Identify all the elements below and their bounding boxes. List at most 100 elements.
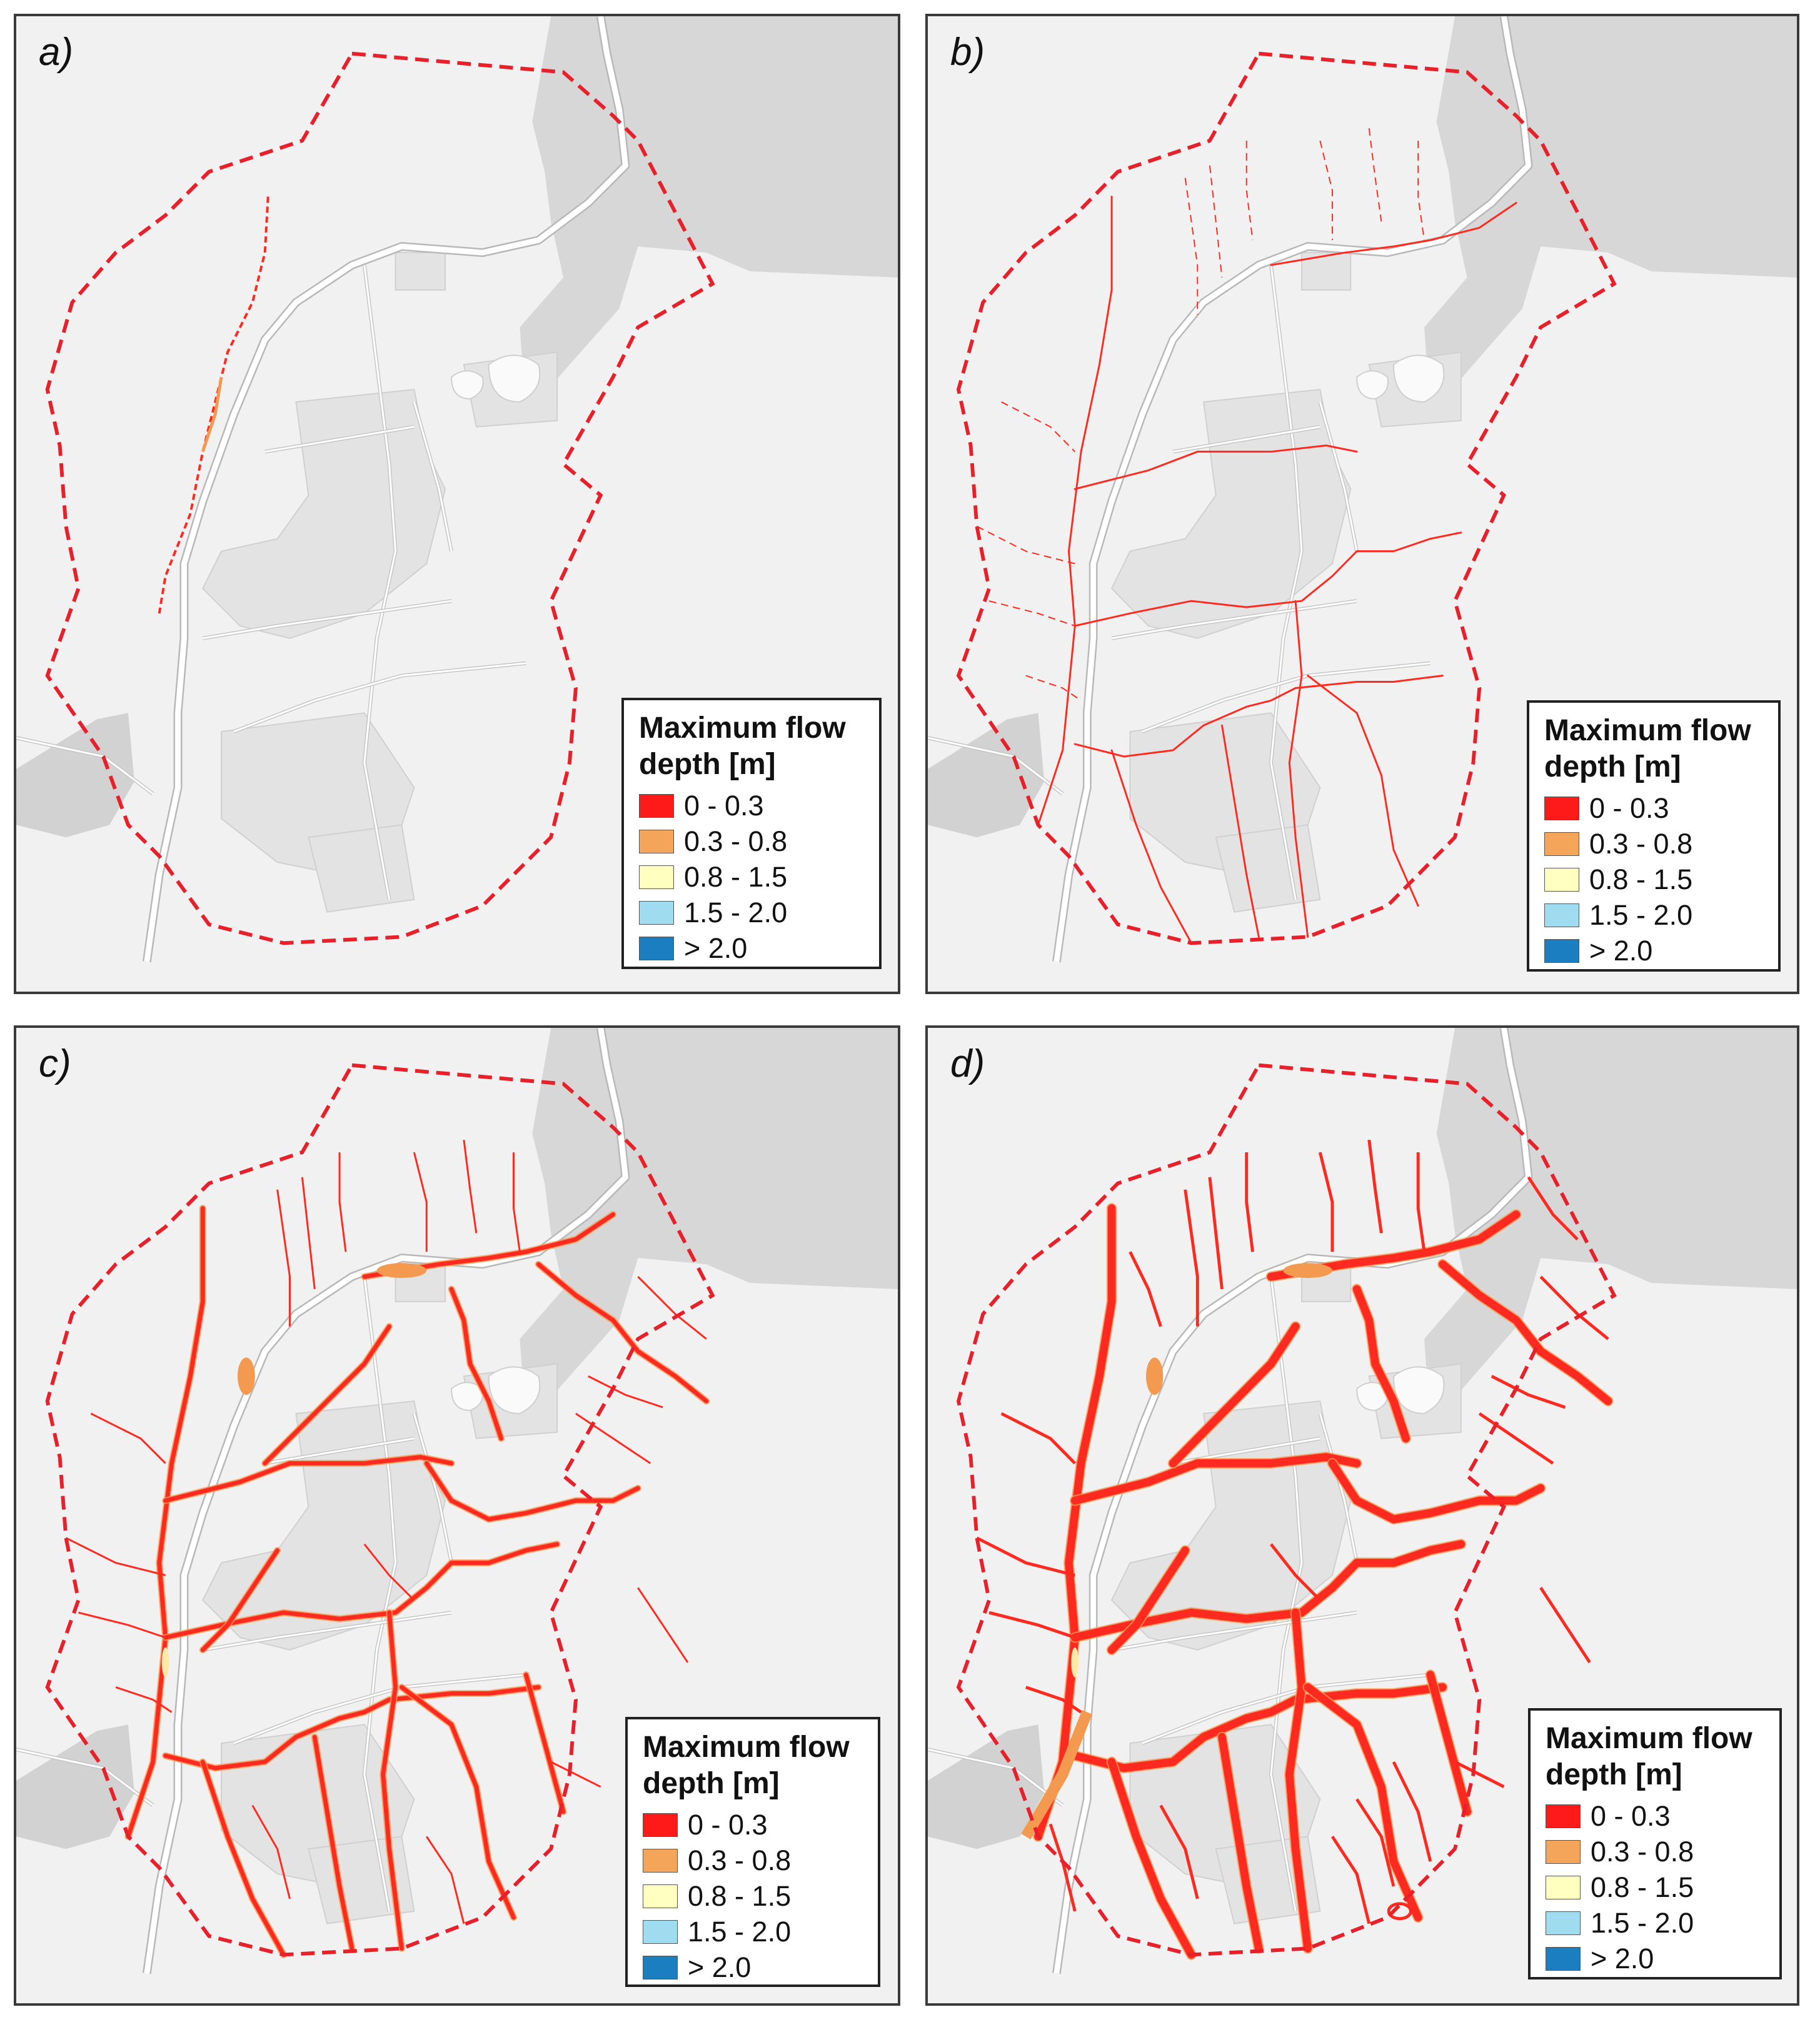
facility-area xyxy=(1356,370,1389,400)
legend-a: Maximum flow depth [m] 0 - 0.3 0.3 - 0.8 0… xyxy=(621,698,882,969)
legend-label: 0 - 0.3 xyxy=(684,789,764,822)
flow-depth-pool xyxy=(1145,1357,1164,1395)
local-road xyxy=(413,1413,453,1563)
legend-swatch xyxy=(643,1884,678,1908)
flow-depth-path xyxy=(1328,1459,1545,1524)
legend-swatch xyxy=(1544,832,1579,856)
legend-swatch xyxy=(643,1955,678,1979)
flow-depth-pool xyxy=(1387,1902,1412,1921)
flow-depth-path xyxy=(1070,1540,1466,1642)
flow-depth-path xyxy=(1416,1152,1426,1252)
flow-depth-path xyxy=(512,1152,521,1252)
flow-depth-path xyxy=(637,1587,689,1663)
legend-swatch xyxy=(1546,1875,1581,1899)
local-road xyxy=(264,426,415,453)
flow-depth-path xyxy=(1001,401,1075,453)
flow-depth-path xyxy=(1478,1412,1554,1465)
map-panel-c: c) Maximum flow depth [m] 0 - 0.3 0.3 - 0… xyxy=(14,1025,900,2006)
flow-depth-path xyxy=(426,1836,465,1924)
flow-depth-path xyxy=(1285,1608,1312,1953)
flow-depth-path xyxy=(276,1189,291,1327)
flow-depth-pool xyxy=(1071,1647,1079,1677)
map-a xyxy=(16,16,898,992)
main-road xyxy=(144,1028,628,1974)
flow-depth-path xyxy=(1539,1275,1609,1340)
legend-label: 1.5 - 2.0 xyxy=(684,896,788,928)
legend-item: 0 - 0.3 xyxy=(643,1807,863,1843)
flow-depth-path xyxy=(1218,1733,1263,1953)
legend-label: 1.5 - 2.0 xyxy=(1589,898,1693,931)
catchment-boundary xyxy=(45,51,715,945)
flow-depth-path xyxy=(158,196,269,614)
legend-swatch xyxy=(1546,1946,1581,1971)
forest-area xyxy=(16,713,134,838)
flow-depth-path xyxy=(575,1412,651,1464)
flow-depth-path xyxy=(1000,1412,1076,1465)
flow-depth-path xyxy=(1454,1760,1505,1789)
legend-items: 0 - 0.3 0.3 - 0.8 0.8 - 1.5 1.5 - 2.0 > 2.0 xyxy=(643,1807,863,1985)
flow-depth-path xyxy=(463,1139,478,1234)
flow-depth-path xyxy=(251,1804,291,1899)
legend-label: 0.8 - 1.5 xyxy=(1591,1871,1694,1903)
flow-depth-path xyxy=(1073,531,1462,627)
legend-swatch xyxy=(1544,903,1579,927)
flow-depth-path xyxy=(200,1548,280,1652)
legend-label: 0.3 - 0.8 xyxy=(684,825,788,857)
flow-depth-path xyxy=(1025,1686,1082,1714)
flow-depth-path xyxy=(126,1206,205,1839)
flow-depth-path xyxy=(1270,1543,1322,1602)
flow-depth-path xyxy=(312,1734,354,1951)
flow-depth-path xyxy=(1417,140,1425,241)
catchment-boundary xyxy=(45,1063,715,1957)
legend-item: > 2.0 xyxy=(639,930,864,966)
built-up-area xyxy=(1215,824,1321,913)
local-road xyxy=(203,600,452,640)
legend-label: 1.5 - 2.0 xyxy=(1591,1906,1694,1939)
flow-depth-path xyxy=(1184,1189,1199,1327)
flow-depth-path xyxy=(1288,600,1309,938)
map-panel-b: b) Maximum flow depth [m] 0 - 0.3 0.3 - 0… xyxy=(925,14,1799,994)
flow-depth-path xyxy=(1107,1546,1190,1654)
facility-area xyxy=(1393,355,1445,403)
flow-depth-path xyxy=(1352,1285,1410,1443)
local-road xyxy=(1172,426,1320,453)
flow-depth-path xyxy=(1107,1758,1195,1959)
flow-depth-path xyxy=(1025,675,1082,702)
flow-depth-path xyxy=(90,1412,166,1464)
legend-title: Maximum flow depth [m] xyxy=(639,712,846,781)
built-up-area xyxy=(395,252,446,291)
legend-label: 0 - 0.3 xyxy=(1591,1799,1671,1832)
flow-depth-path xyxy=(424,1461,640,1522)
facility-area xyxy=(1393,1366,1445,1414)
panel-label-b: b) xyxy=(950,31,985,74)
legend-label: 0 - 0.3 xyxy=(1589,792,1669,824)
legend-label: 0.3 - 0.8 xyxy=(1589,827,1693,860)
panel-label-a: a) xyxy=(39,31,74,74)
flow-depth-path xyxy=(363,1543,415,1601)
local-road xyxy=(1319,1413,1358,1563)
flow-depth-path xyxy=(1270,201,1517,266)
legend-item: > 2.0 xyxy=(1546,1941,1764,1976)
flow-depth-path xyxy=(413,1152,428,1252)
flow-depth-path xyxy=(1426,1671,1471,1816)
flow-depth-path xyxy=(1318,1152,1334,1252)
legend-swatch xyxy=(643,1848,678,1873)
flow-depth-path xyxy=(1073,675,1444,758)
flow-depth-path xyxy=(201,376,223,453)
flow-depth-path xyxy=(163,1542,560,1640)
flow-depth-path xyxy=(550,1761,601,1788)
local-road xyxy=(264,1437,415,1464)
catchment-boundary xyxy=(956,51,1617,945)
legend-item: 0.8 - 1.5 xyxy=(1546,1869,1764,1905)
legend-items: 0 - 0.3 0.3 - 0.8 0.8 - 1.5 1.5 - 2.0 > 2.0 xyxy=(639,788,864,966)
legend-title: Maximum flow depth [m] xyxy=(1546,1722,1752,1791)
legend-item: 1.5 - 2.0 xyxy=(639,895,864,930)
legend-b: Maximum flow depth [m] 0 - 0.3 0.3 - 0.8 0… xyxy=(1527,700,1781,972)
legend-item: 0.8 - 1.5 xyxy=(643,1878,863,1914)
legend-label: 1.5 - 2.0 xyxy=(688,1915,792,1948)
main-road xyxy=(1053,16,1532,962)
legend-label: 0.3 - 0.8 xyxy=(1591,1835,1694,1868)
flow-depth-path xyxy=(1330,1835,1371,1924)
legend-label: 0.8 - 1.5 xyxy=(1589,863,1693,895)
flow-depth-pool xyxy=(1283,1263,1332,1278)
